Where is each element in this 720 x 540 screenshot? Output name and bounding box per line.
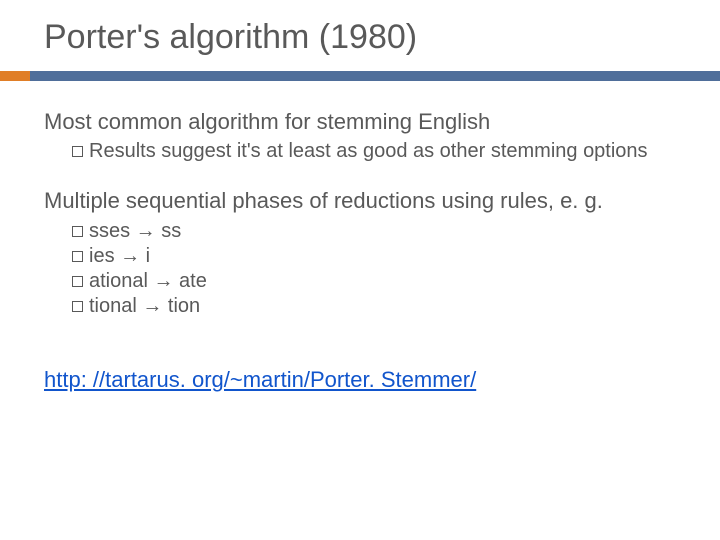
sub-text: sses → ss xyxy=(89,220,181,242)
sub-item: ies → i xyxy=(72,244,680,269)
checkbox-icon xyxy=(72,226,83,237)
slide: Porter's algorithm (1980) Most common al… xyxy=(0,0,720,540)
sub-text: ational → ate xyxy=(89,270,207,292)
source-link[interactable]: http: //tartarus. org/~martin/Porter. St… xyxy=(44,367,476,393)
checkbox-icon xyxy=(72,276,83,287)
sub-text: Results suggest it's at least as good as… xyxy=(89,140,648,162)
checkbox-icon xyxy=(72,146,83,157)
slide-title: Porter's algorithm (1980) xyxy=(40,18,680,57)
checkbox-icon xyxy=(72,251,83,262)
accent-block xyxy=(0,71,30,81)
sub-item: ational → ate xyxy=(72,269,680,294)
content-area: Most common algorithm for stemming Engli… xyxy=(40,109,680,393)
main-point-2: Multiple sequential phases of reductions… xyxy=(44,188,680,214)
sub-item: tional → tion xyxy=(72,294,680,319)
sub-list-2: sses → ss ies → i ational → ate tional →… xyxy=(72,219,680,319)
main-point-1: Most common algorithm for stemming Engli… xyxy=(44,109,680,135)
sub-text: ies → i xyxy=(89,245,150,267)
title-divider xyxy=(0,71,720,81)
divider-line xyxy=(30,71,720,81)
sub-list-1: Results suggest it's at least as good as… xyxy=(72,139,680,164)
sub-text: tional → tion xyxy=(89,295,200,317)
sub-item: sses → ss xyxy=(72,219,680,244)
checkbox-icon xyxy=(72,301,83,312)
sub-item: Results suggest it's at least as good as… xyxy=(72,139,680,164)
